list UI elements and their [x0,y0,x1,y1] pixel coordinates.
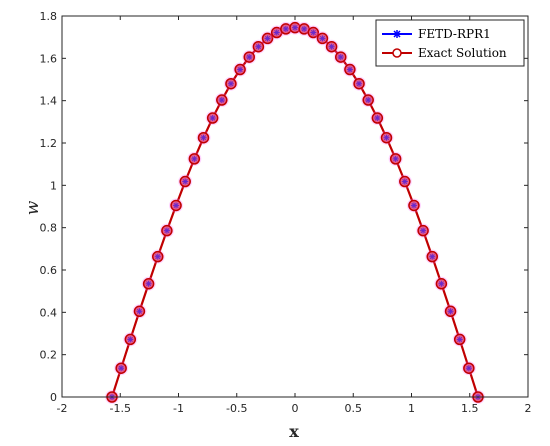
fetd-point-15 [246,54,253,61]
fetd-point-31 [392,155,399,162]
y-tick-label-5: 1 [50,179,57,192]
y-tick-label-0: 0 [50,391,57,404]
fetd-point-21 [301,25,308,32]
y-axis-label: w [23,200,43,215]
fetd-point-11 [209,115,216,122]
fetd-point-5 [154,253,161,260]
legend-exact-label: Exact Solution [418,46,507,60]
fetd-point-2 [127,336,134,343]
x-tick-label-4: 0 [292,402,299,415]
fetd-point-39 [465,365,472,372]
axes-box [61,15,529,398]
y-tick-label-4: 0.8 [40,222,58,235]
fetd-point-32 [401,178,408,185]
x-tick-label-6: 1 [408,402,415,415]
fetd-point-30 [383,134,390,141]
fetd-point-33 [410,202,417,209]
plot-area [62,16,528,397]
fetd-point-38 [456,336,463,343]
x-tick-label-7: 1.5 [461,402,479,415]
y-tick-label-6: 1.2 [40,137,58,150]
legend-box [375,19,525,67]
fetd-point-6 [163,227,170,234]
legend: FETD-RPR1 Exact Solution [375,19,525,67]
fetd-point-14 [237,66,244,73]
fetd-point-3 [136,308,143,315]
fetd-point-23 [319,35,326,42]
series-layer [105,20,485,404]
fetd-point-9 [191,155,198,162]
fetd-point-26 [346,66,353,73]
fetd-point-22 [310,29,317,36]
fetd-point-37 [447,308,454,315]
x-tick-label-1: -1.5 [110,402,131,415]
y-tick-label-1: 0.2 [40,349,58,362]
y-tick-label-3: 0.6 [40,264,58,277]
fetd-point-35 [429,253,436,260]
y-tick-label-9: 1.8 [40,10,58,23]
y-tick-label-2: 0.4 [40,306,58,319]
x-tick-label-2: -1 [173,402,184,415]
y-tick-label-8: 1.6 [40,52,58,65]
fetd-point-19 [282,25,289,32]
legend-fetd-marker [393,30,401,38]
x-tick-label-0: -2 [57,402,68,415]
x-tick-label-8: 2 [525,402,532,415]
fetd-point-25 [337,54,344,61]
fetd-point-16 [255,43,262,50]
x-axis-label: x [289,422,299,441]
fetd-point-24 [328,43,335,50]
fetd-point-4 [145,280,152,287]
legend-fetd-label: FETD-RPR1 [418,27,491,41]
fetd-point-12 [218,97,225,104]
fetd-point-18 [273,29,280,36]
fetd-point-36 [438,280,445,287]
x-tick-label-3: -0.5 [226,402,247,415]
fetd-point-27 [356,80,363,87]
fetd-point-8 [182,178,189,185]
fetd-point-13 [227,80,234,87]
plot-background [62,16,528,397]
fetd-point-28 [365,97,372,104]
legend-exact-marker [392,48,402,58]
axes-layer: -2 -1.5 -1 -0.5 0 0.5 1 1.5 2 0 0.2 0.4 0.6 0.8 1 1.2 1.… [40,10,532,415]
fetd-point-10 [200,134,207,141]
y-tick-label-7: 1.4 [40,95,58,108]
fetd-point-7 [173,202,180,209]
fetd-point-20 [292,24,298,31]
fetd-point-34 [420,227,427,234]
fetd-point-1 [118,365,125,372]
fetd-point-17 [264,35,271,42]
x-tick-label-5: 0.5 [345,402,363,415]
fetd-point-29 [374,115,381,122]
